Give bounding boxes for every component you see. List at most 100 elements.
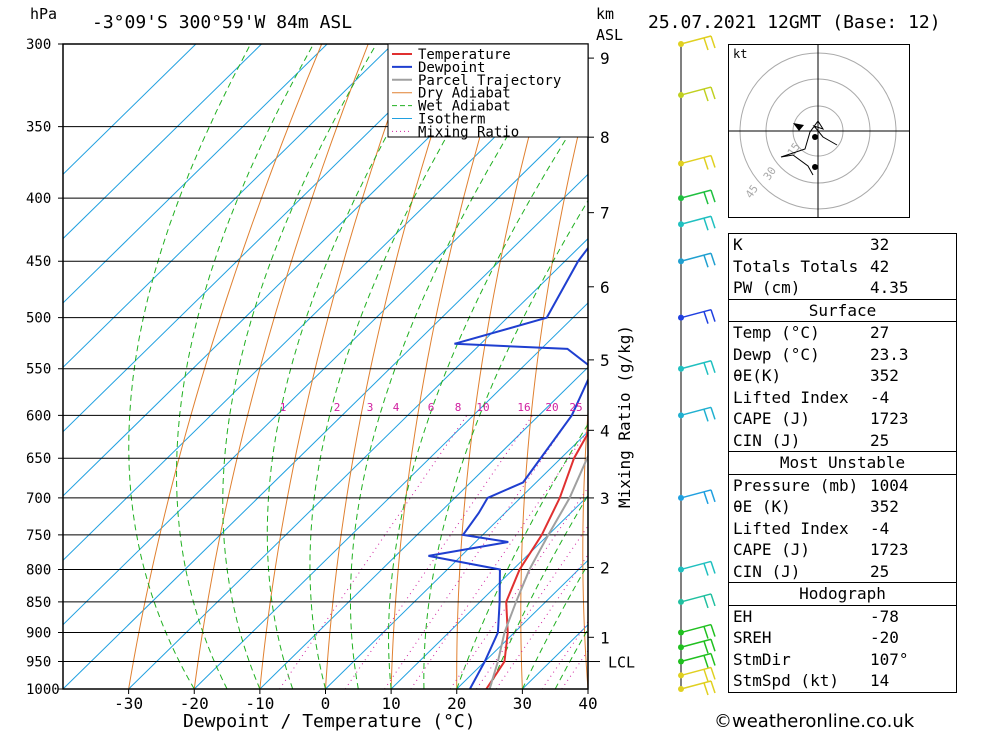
wind-barb-flag — [710, 667, 716, 680]
wind-barb-staff — [680, 154, 712, 165]
legend-item-label: Parcel Trajectory — [418, 73, 561, 89]
wind-barb — [678, 652, 716, 668]
wind-barb-staff — [680, 623, 712, 634]
isotherm-line — [63, 44, 328, 304]
wind-barb-flag — [710, 35, 716, 49]
x-tick-label: 30 — [513, 694, 532, 713]
mixing-ratio-label: 8 — [455, 401, 462, 414]
wind-barb-flag — [703, 640, 709, 654]
wind-barb-staff — [680, 593, 712, 603]
pressure-unit-label: hPa — [30, 5, 57, 23]
mixing-ratio-line — [410, 429, 588, 689]
wind-barb — [678, 189, 716, 205]
wind-barb — [678, 308, 716, 324]
wind-barb-staff — [680, 252, 712, 262]
isotherm-line — [259, 366, 588, 689]
surface-row: CAPE (J) 1723 — [729, 408, 956, 430]
surface-value: 25 — [870, 430, 890, 450]
mixing-ratio-label: 4 — [393, 401, 400, 414]
pressure-tick-label: 550 — [26, 362, 51, 378]
mixing-ratio-label: 20 — [545, 401, 558, 414]
mixing-ratio-line — [344, 415, 533, 689]
surface-value: 352 — [870, 366, 899, 385]
wet-adiabat-line — [521, 563, 588, 689]
most-unstable-label: Pressure (mb) — [733, 475, 859, 495]
surface-row: Temp (°C) 27 — [729, 322, 956, 344]
legend-item-label: Isotherm — [418, 112, 485, 128]
wind-barb-flag — [710, 593, 716, 607]
indices-most-unstable: Most Unstable Pressure (mb) 1004 θE (K) 352… — [729, 451, 956, 582]
hodograph-ring-label-45: 45 — [743, 182, 761, 200]
hodograph-row: StmSpd (kt) 14 — [729, 670, 956, 692]
hodograph-row: StmDir 107° — [729, 649, 956, 671]
legend-item-label: Dewpoint — [418, 60, 485, 76]
wind-barb-flag — [703, 491, 709, 505]
surface-row: Dewp (°C) 23.3 — [729, 344, 956, 366]
isotherm-line — [63, 109, 588, 626]
isotherm-line — [325, 430, 588, 689]
surface-row: CIN (J) 25 — [729, 430, 956, 452]
x-tick-label: 0 — [321, 694, 331, 713]
legend-item-label: Mixing Ratio — [418, 124, 519, 140]
wind-barb — [678, 593, 716, 609]
most-unstable-row: CAPE (J) 1723 — [729, 539, 956, 561]
wind-barb — [678, 666, 716, 682]
wind-barb-flag — [710, 309, 716, 322]
temperature-line — [485, 431, 588, 689]
wind-barb-staff — [680, 308, 712, 319]
km-tick-label: 7 — [600, 204, 610, 223]
copyright-link[interactable]: ©weatheronline.co.uk — [714, 711, 915, 732]
x-tick-label: 40 — [578, 694, 597, 713]
most-unstable-value: 1004 — [870, 475, 909, 495]
pressure-tick-label: 900 — [26, 626, 51, 642]
hodograph-label: StmSpd (kt) — [733, 671, 839, 690]
surface-label: θE(K) — [733, 366, 782, 385]
wind-barb-staff — [680, 638, 712, 648]
wind-barb-flag — [703, 157, 709, 170]
dry-adiabat-line — [456, 44, 555, 689]
most-unstable-value: 1723 — [870, 540, 909, 559]
wind-barb-flag — [703, 655, 709, 668]
index-label: Totals Totals — [733, 256, 859, 276]
wind-barb — [678, 359, 716, 375]
km-tick-label: 9 — [600, 49, 610, 68]
wet-adiabat-line — [222, 44, 377, 689]
surface-title: Surface — [808, 300, 877, 320]
wind-barb-flag — [710, 360, 716, 373]
dry-adiabat-line — [968, 44, 1000, 689]
most-unstable-label: CIN (J) — [733, 561, 801, 581]
mixing-ratio-line — [476, 525, 588, 689]
dry-adiabat-line — [193, 44, 369, 689]
most-unstable-row: Pressure (mb) 1004 — [729, 475, 956, 497]
wind-barb — [678, 252, 716, 268]
x-tick-label: 10 — [381, 694, 400, 713]
pressure-tick-label: 600 — [26, 408, 51, 424]
index-row: Totals Totals 42 — [729, 256, 956, 278]
most-unstable-value: 25 — [870, 561, 890, 581]
wind-barb-flag — [703, 88, 709, 102]
surface-label: CIN (J) — [733, 430, 801, 450]
km-tick-label: 5 — [600, 351, 610, 370]
km-tick-label: 3 — [600, 489, 610, 508]
asl-unit-label: ASL — [596, 26, 623, 44]
indices-table: K 32 Totals Totals 42 PW (cm) 4.35 Surface Te… — [728, 233, 957, 693]
surface-label: CAPE (J) — [733, 409, 811, 428]
wind-barb — [678, 560, 716, 576]
wind-barb-flag — [710, 252, 716, 266]
wind-barb-flag — [703, 595, 709, 609]
hodograph-row: SREH -20 — [729, 627, 956, 649]
km-tick-label: 8 — [600, 128, 610, 147]
wind-barb-flag — [710, 638, 716, 652]
x-tick-label: -30 — [114, 694, 143, 713]
wet-adiabat-line — [456, 423, 588, 689]
index-value: 42 — [870, 256, 890, 276]
pressure-tick-label: 850 — [26, 595, 51, 611]
mixing-ratio-line — [449, 486, 588, 689]
storm-motion-arrow — [793, 123, 804, 131]
most-unstable-row: Lifted Index -4 — [729, 518, 956, 540]
wind-barb-flag — [703, 409, 709, 422]
parcel-trajectory-line — [488, 454, 588, 689]
hodograph-svg: kt 15 30 45 — [729, 45, 909, 217]
wind-barb-flag — [710, 680, 716, 694]
